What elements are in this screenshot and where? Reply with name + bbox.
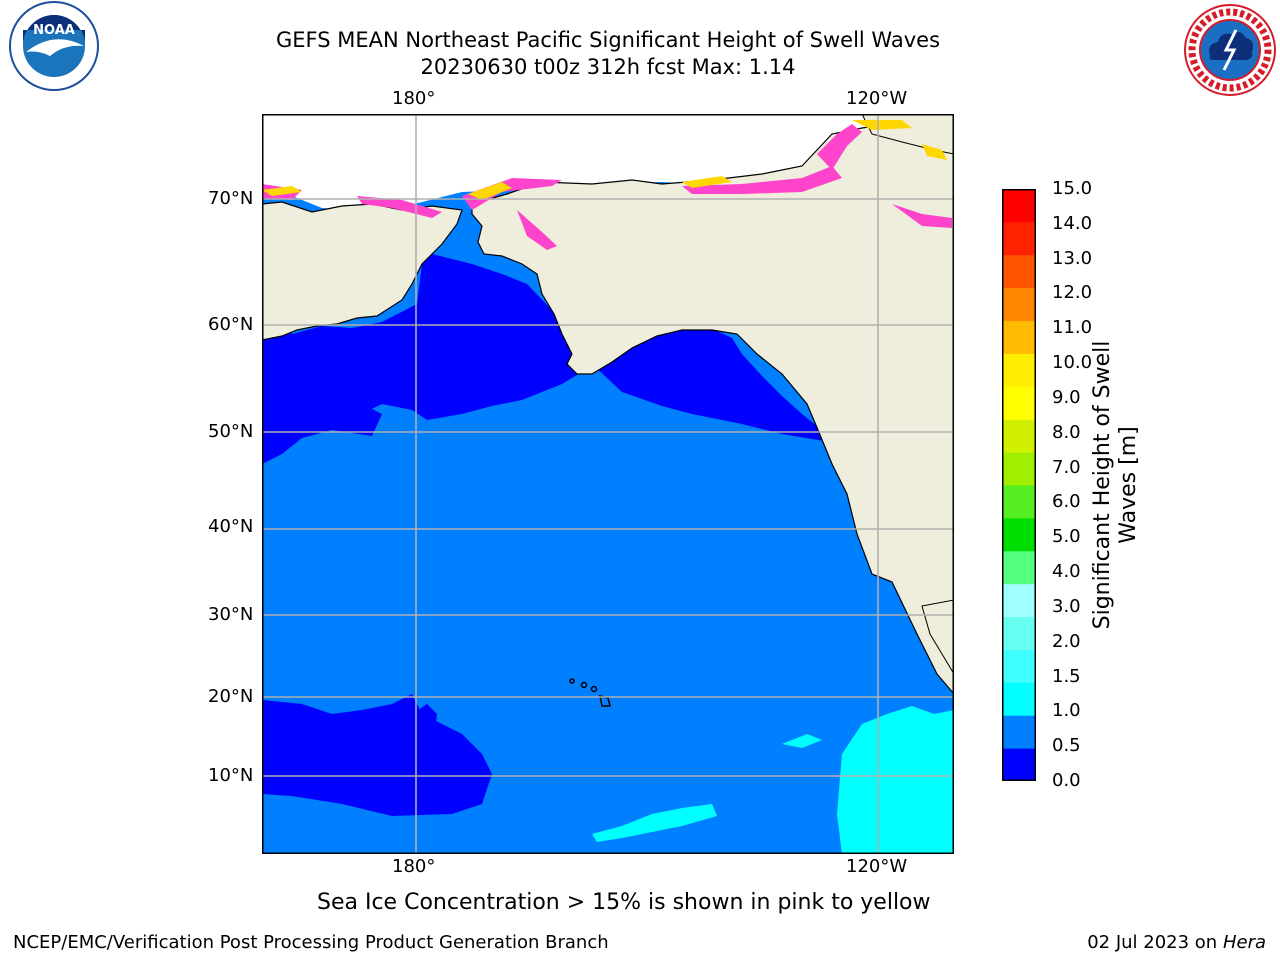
colorbar-segment <box>1002 353 1036 387</box>
colorbar-tick-label: 10.0 <box>1052 352 1093 374</box>
colorbar-segment <box>1002 550 1036 585</box>
colorbar-tick-label: 4.0 <box>1052 561 1081 583</box>
lat-label-10n: 10°N <box>208 765 254 786</box>
colorbar-segment <box>1002 189 1036 223</box>
colorbar-tick-label: 7.0 <box>1052 456 1081 478</box>
colorbar-segment <box>1002 649 1036 683</box>
colorbar-segment <box>1002 616 1036 650</box>
lat-label-70n: 70°N <box>208 188 254 209</box>
footer-branch: NCEP/EMC/Verification Post Processing Pr… <box>13 932 609 953</box>
graticule <box>262 114 954 854</box>
lon-label-top-120w: 120°W <box>846 88 908 109</box>
colorbar-segment <box>1002 682 1036 716</box>
colorbar-tick-label: 11.0 <box>1052 317 1093 339</box>
colorbar-segment <box>1002 221 1036 256</box>
colorbar-segment <box>1002 485 1036 519</box>
lat-label-20n: 20°N <box>208 686 254 707</box>
footer-date: 02 Jul 2023 on Hera <box>1087 932 1266 953</box>
tropical-higher-swell <box>837 706 954 854</box>
colorbar-segment <box>1002 287 1036 322</box>
swell-height-map <box>262 114 954 854</box>
colorbar-tick-label: 0.0 <box>1052 770 1081 791</box>
bering-sea-low-swell <box>262 254 602 420</box>
chart-title: GEFS MEAN Northeast Pacific Significant … <box>275 28 941 52</box>
colorbar-segment <box>1002 419 1036 453</box>
nws-logo-icon <box>1180 0 1280 100</box>
colorbar-title: Significant Height of Swell Waves [m] <box>1090 340 1141 630</box>
sea-ice-note: Sea Ice Concentration > 15% is shown in … <box>317 890 931 915</box>
lon-label-top-180: 180° <box>392 88 436 109</box>
colorbar-tick-label: 12.0 <box>1052 282 1093 304</box>
colorbar <box>1002 189 1036 782</box>
colorbar-segment <box>1002 715 1036 749</box>
colorbar-segment <box>1002 386 1036 420</box>
colorbar-tick-label: 6.0 <box>1052 491 1081 513</box>
colorbar-tick-label: 9.0 <box>1052 386 1081 408</box>
colorbar-tick-label: 3.0 <box>1052 595 1081 617</box>
lat-label-40n: 40°N <box>208 516 254 537</box>
lat-label-50n: 50°N <box>208 421 254 442</box>
svg-text:NOAA: NOAA <box>33 23 75 38</box>
colorbar-tick-label: 1.0 <box>1052 700 1081 722</box>
colorbar-segment <box>1002 452 1036 486</box>
sea-ice-band <box>262 120 952 250</box>
colorbar-tick-label: 5.0 <box>1052 526 1081 548</box>
siberia-land <box>262 201 463 341</box>
colorbar-tick-label: 1.5 <box>1052 665 1081 687</box>
colorbar-tick-label: 2.0 <box>1052 630 1081 652</box>
gulf-of-alaska-low-swell <box>592 324 842 444</box>
lat-label-60n: 60°N <box>208 314 254 335</box>
colorbar-segment <box>1002 583 1036 618</box>
colorbar-tick-label: 14.0 <box>1052 212 1093 234</box>
colorbar-tick-label: 0.5 <box>1052 735 1081 757</box>
colorbar-tick-label: 13.0 <box>1052 247 1093 269</box>
north-america-land <box>471 119 954 695</box>
lon-label-bottom-180: 180° <box>392 856 436 877</box>
lat-label-30n: 30°N <box>208 604 254 625</box>
colorbar-segment <box>1002 320 1036 354</box>
colorbar-segment <box>1002 254 1036 289</box>
noaa-logo-icon: NOAA <box>4 0 104 100</box>
arctic-no-data <box>262 114 954 212</box>
lon-label-bottom-120w: 120°W <box>846 856 908 877</box>
chart-subtitle: 20230630 t00z 312h fcst Max: 1.14 <box>420 55 796 79</box>
colorbar-tick-label: 8.0 <box>1052 421 1081 443</box>
colorbar-tick-label: 15.0 <box>1052 178 1093 199</box>
colorbar-segment <box>1002 517 1036 552</box>
colorbar-segment <box>1002 748 1036 782</box>
